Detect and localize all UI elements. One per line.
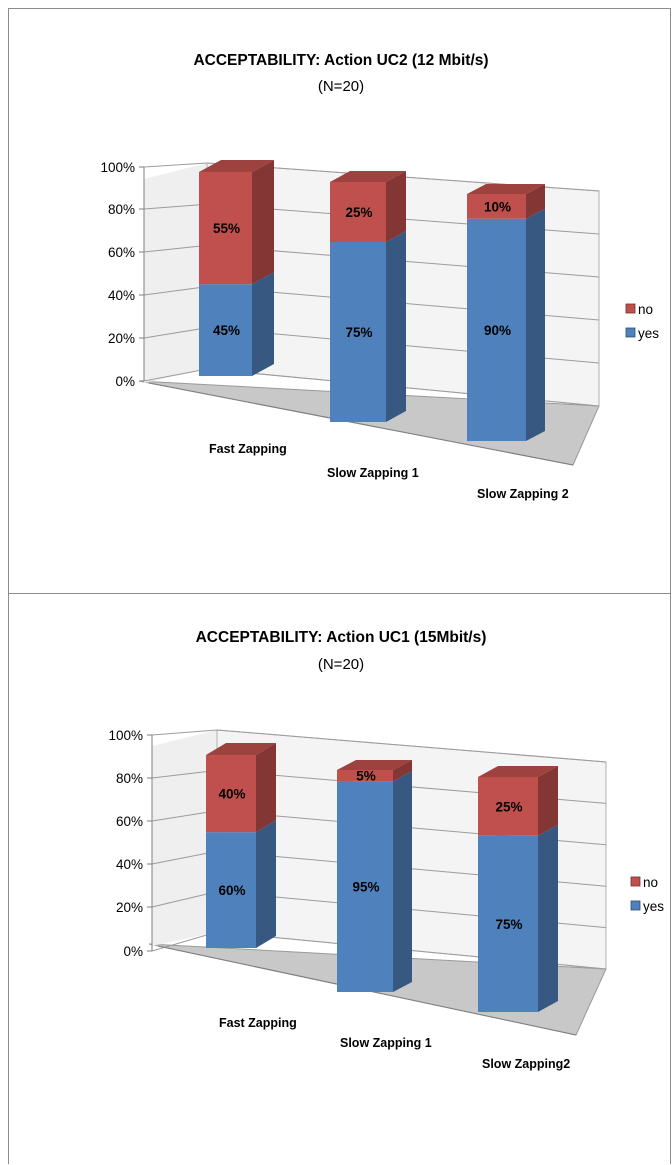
chart-title: ACCEPTABILITY: Action UC1 (15Mbit/s) (196, 629, 487, 646)
bar-no-side (386, 171, 406, 242)
bar-no-front (337, 770, 393, 782)
y-tick-label: 0% (123, 944, 143, 959)
bar-no-side (538, 766, 558, 836)
data-label-yes: 60% (218, 883, 245, 898)
y-tick-label: 20% (116, 900, 143, 915)
bar-no-top (478, 766, 558, 777)
data-label-no: 55% (213, 221, 240, 236)
y-tick-label: 40% (116, 857, 143, 872)
y-tick-label: 80% (108, 202, 135, 217)
chart-subtitle: (N=20) (318, 656, 364, 673)
bar-yes-side (393, 771, 412, 992)
bar-yes-side (252, 272, 274, 376)
data-label-no: 25% (345, 205, 372, 220)
x-category-label: Fast Zapping (209, 442, 287, 456)
data-label-yes: 45% (213, 323, 240, 338)
bar-yes-front (478, 835, 538, 1012)
gridline (216, 729, 607, 763)
legend-label-no: no (638, 302, 653, 317)
x-axis (148, 382, 574, 466)
bar-no-front (199, 172, 252, 285)
legend-label-yes: yes (643, 899, 664, 914)
y-tick-label: 20% (108, 331, 135, 346)
data-label-yes: 95% (352, 880, 379, 895)
bar-no-front (478, 777, 538, 836)
legend-swatch-no (630, 876, 641, 887)
data-label-no: 10% (484, 199, 511, 214)
x-category-label: Slow Zapping 2 (477, 487, 569, 501)
x-category-label: Slow Zapping 1 (327, 466, 419, 480)
data-label-no: 25% (495, 799, 522, 814)
bar-yes-front (337, 781, 393, 992)
legend-swatch-yes (630, 900, 641, 911)
chart-panel-uc2: ACCEPTABILITY: Action UC2 (12 Mbit/s) (N=… (8, 8, 671, 594)
bar-no-side (256, 743, 276, 833)
y-tick-label: 80% (116, 771, 143, 786)
bar-yes-side (526, 208, 545, 441)
gridline-side (143, 286, 208, 296)
legend-label-no: no (643, 875, 658, 890)
gridline-side (143, 327, 208, 339)
bar-no-top (199, 160, 274, 172)
y-tick-label: 100% (108, 728, 143, 743)
bar-no-side (252, 160, 274, 285)
legend-swatch-yes (625, 327, 636, 338)
data-label-yes: 75% (495, 917, 522, 932)
x-category-label: Slow Zapping2 (482, 1057, 570, 1071)
y-tick-label: 100% (100, 160, 135, 175)
bar-no-side (393, 760, 412, 782)
chart-uc1: ACCEPTABILITY: Action UC1 (15Mbit/s) (N=2… (108, 629, 664, 1071)
chart-title: ACCEPTABILITY: Action UC2 (12 Mbit/s) (193, 52, 488, 69)
chart-panel-uc1: ACCEPTABILITY: Action UC1 (15Mbit/s) (N=2… (8, 593, 671, 1164)
data-label-no: 40% (218, 787, 245, 802)
data-label-yes: 90% (484, 323, 511, 338)
bar-yes-front (330, 242, 386, 422)
y-tick-label: 60% (116, 814, 143, 829)
gridline-side (143, 162, 208, 168)
chart-subtitle: (N=20) (318, 78, 364, 95)
bar-yes-front (467, 218, 526, 441)
data-label-yes: 75% (345, 325, 372, 340)
bar-no-top (206, 743, 276, 755)
plot-side-wall (152, 730, 217, 946)
gridline-side (143, 244, 208, 253)
bar-yes-side (256, 820, 276, 948)
bar-no-front (206, 755, 256, 833)
chart-uc2: ACCEPTABILITY: Action UC2 (12 Mbit/s) (N=… (100, 52, 659, 501)
bar-no-front (330, 182, 386, 242)
gridline-side (143, 203, 208, 210)
plot-side-wall (144, 163, 207, 383)
legend-swatch-no (625, 303, 636, 314)
x-category-label: Fast Zapping (219, 1016, 297, 1030)
y-tick-label: 40% (108, 288, 135, 303)
gridline-side (151, 729, 218, 736)
gridline-side (143, 368, 208, 382)
data-label-no: 5% (356, 769, 376, 784)
bar-no-side (526, 184, 545, 219)
bar-yes-front (199, 284, 252, 376)
bar-no-top (330, 171, 406, 182)
x-category-label: Slow Zapping 1 (340, 1036, 432, 1050)
bar-yes-front (206, 832, 256, 948)
y-tick-label: 0% (115, 374, 135, 389)
bar-no-top (467, 184, 545, 194)
y-tick-label: 60% (108, 245, 135, 260)
bar-yes-side (386, 231, 406, 422)
bar-yes-side (538, 824, 558, 1012)
legend-label-yes: yes (638, 326, 659, 341)
bar-no-top (337, 760, 412, 770)
bar-no-front (467, 194, 526, 219)
